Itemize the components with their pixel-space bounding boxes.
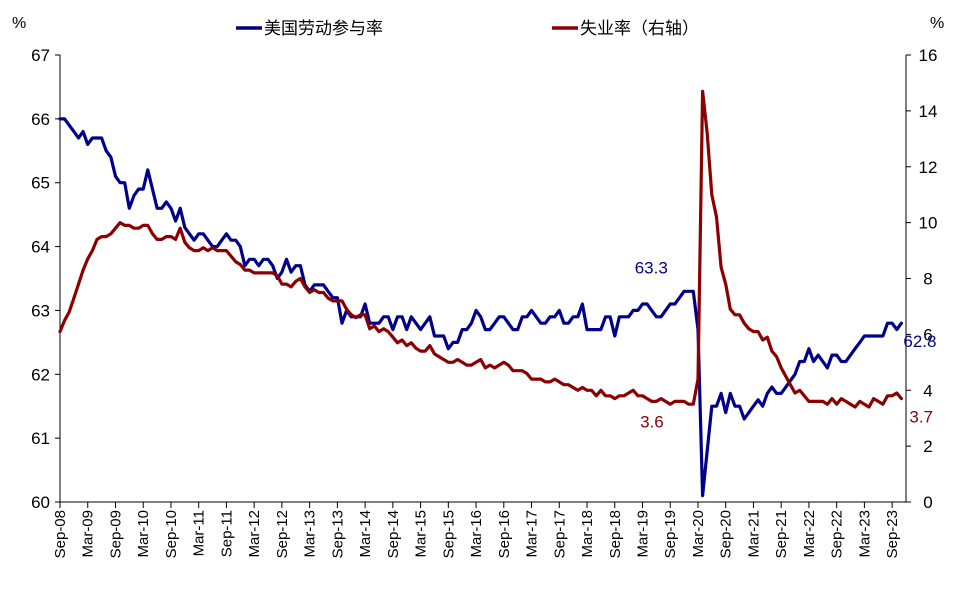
- left-tick-label: 61: [31, 429, 50, 448]
- x-tick-label: Sep-10: [163, 510, 180, 558]
- x-tick-label: Sep-16: [496, 510, 513, 558]
- x-tick-label: Sep-09: [107, 510, 124, 558]
- right-tick-label: 10: [919, 214, 938, 233]
- axes-layer: 60 61 62 63 64 65 66 67 0 2 4 6 8 10 12 14 16 Sep-08 Mar-0…: [31, 46, 937, 558]
- right-tick-label: 0: [923, 493, 932, 512]
- left-tick-label: 65: [31, 174, 50, 193]
- x-tick-label: Mar-14: [357, 510, 374, 558]
- x-tick-label: Sep-14: [385, 510, 402, 558]
- right-tick-label: 14: [919, 102, 938, 121]
- left-tick-label: 63: [31, 301, 50, 320]
- x-tick-label: Mar-18: [579, 510, 596, 558]
- x-tick-label: Mar-10: [135, 510, 152, 558]
- annotation-label: 63.3: [635, 258, 668, 277]
- annotation-label: 3.6: [640, 412, 664, 431]
- x-tick-label: Sep-12: [274, 510, 291, 558]
- right-tick-label: 8: [923, 270, 932, 289]
- right-tick-label: 2: [923, 437, 932, 456]
- left-axis-unit: %: [12, 15, 26, 32]
- left-tick-label: 62: [31, 365, 50, 384]
- legend-label-unemployment: 失业率（右轴）: [580, 19, 699, 39]
- x-tick-label: Sep-21: [773, 510, 790, 558]
- x-tick-label: Sep-15: [440, 510, 457, 558]
- right-tick-label: 12: [919, 158, 938, 177]
- x-tick-label: Sep-11: [218, 510, 235, 557]
- x-tick-label: Mar-11: [191, 510, 208, 556]
- x-tick-label: Mar-20: [690, 510, 707, 558]
- left-tick-label: 67: [31, 46, 50, 65]
- annotation-layer: 63.3 3.6 62.8 3.7: [635, 258, 937, 431]
- x-tick-label: Sep-17: [551, 510, 568, 558]
- series-line-unemployment-rate: [58, 89, 903, 409]
- x-tick-label: Mar-19: [634, 510, 651, 558]
- right-tick-label: 16: [919, 46, 938, 65]
- series-line-participation-rate: [58, 117, 903, 498]
- x-tick-label: Mar-15: [413, 510, 430, 558]
- x-tick-label: Sep-13: [329, 510, 346, 558]
- x-tick-label: Mar-17: [524, 510, 541, 558]
- left-tick-label: 60: [31, 493, 50, 512]
- x-tick-label: Mar-13: [302, 510, 319, 558]
- x-tick-label: Mar-21: [745, 510, 762, 558]
- right-tick-label: 6: [923, 325, 932, 344]
- x-tick-label: Sep-18: [607, 510, 624, 558]
- x-tick-label: Sep-20: [718, 510, 735, 558]
- x-tick-label: Sep-19: [662, 510, 679, 558]
- x-tick-label: Sep-23: [884, 510, 901, 558]
- x-tick-label: Mar-22: [801, 510, 818, 558]
- left-tick-label: 64: [31, 238, 50, 257]
- x-tick-label: Mar-12: [246, 510, 263, 558]
- series-layer: [58, 89, 903, 498]
- right-axis-unit: %: [930, 15, 944, 32]
- right-tick-label: 4: [923, 381, 932, 400]
- x-tick-label: Mar-09: [80, 510, 97, 558]
- x-tick-label: Mar-16: [468, 510, 485, 558]
- annotation-label: 3.7: [909, 408, 933, 427]
- legend: 美国劳动参与率 失业率（右轴）: [236, 19, 699, 39]
- x-tick-label: Sep-08: [52, 510, 69, 558]
- left-tick-label: 66: [31, 110, 50, 129]
- x-tick-label: Sep-22: [829, 510, 846, 558]
- legend-label-participation: 美国劳动参与率: [264, 19, 383, 39]
- annotation-label: 62.8: [903, 332, 936, 351]
- x-tick-label: Mar-23: [856, 510, 873, 558]
